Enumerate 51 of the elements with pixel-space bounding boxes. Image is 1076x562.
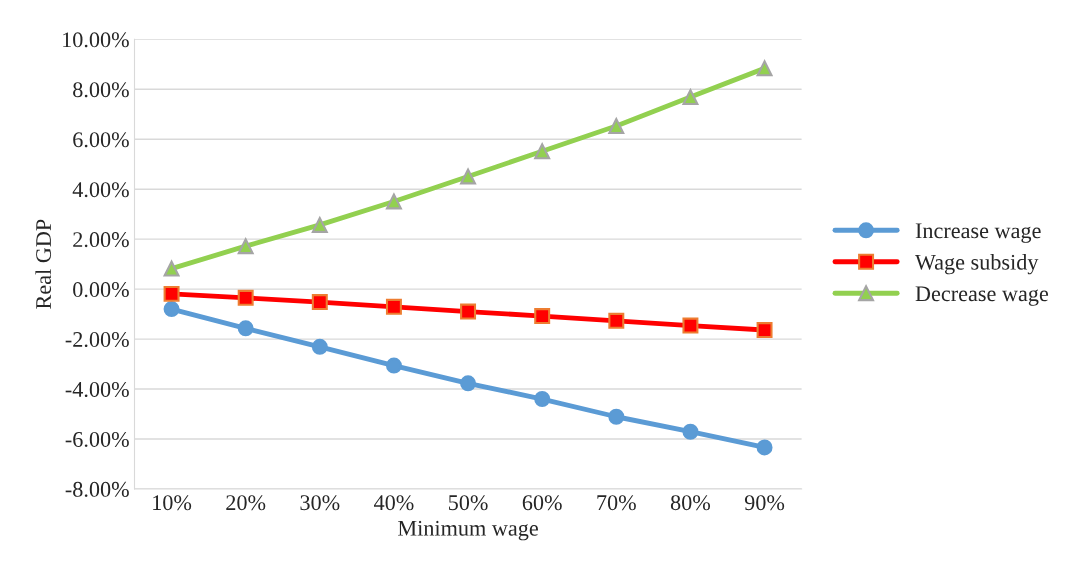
y-tick-label: 2.00% [73, 232, 129, 248]
point [163, 285, 180, 302]
point [311, 216, 328, 233]
y-tick-label: 4.00% [72, 182, 129, 198]
x-tick-label: 60% [522, 495, 562, 511]
point [237, 289, 254, 306]
y-tick-label: -2.00% [65, 332, 129, 348]
point [163, 301, 180, 318]
point [608, 312, 625, 329]
point [385, 298, 402, 315]
point [682, 317, 699, 334]
x-axis-title: Minimum wage [398, 520, 538, 541]
x-tick-label: 30% [300, 495, 340, 511]
y-tick-label: 8.00% [73, 82, 129, 98]
y-tick-label: -4.00% [65, 381, 129, 398]
point [756, 322, 773, 339]
point [163, 260, 180, 277]
x-tick-label: 70% [597, 495, 636, 511]
y-tick-label: 10.00% [63, 32, 129, 48]
point [534, 143, 551, 160]
y-tick-label: 6.00% [73, 132, 129, 148]
point [534, 308, 551, 325]
point [385, 357, 402, 374]
point [682, 423, 699, 440]
point [756, 60, 773, 77]
x-tick-label: 10% [153, 495, 192, 511]
point [756, 439, 773, 456]
point [385, 193, 402, 210]
y-tick-label: 0.00% [73, 282, 129, 298]
legend-label: Decrease wage [915, 286, 1049, 306]
point [534, 391, 551, 407]
point [237, 320, 254, 337]
point [311, 294, 328, 311]
y-axis-title: Real GDP [35, 219, 52, 309]
point [608, 118, 625, 134]
point [460, 375, 477, 392]
x-tick-label: 80% [670, 495, 711, 511]
x-tick-label: 90% [744, 495, 785, 511]
x-tick-label: 40% [374, 495, 414, 511]
legend-label: Wage subsidy [914, 254, 1039, 275]
point [460, 303, 477, 320]
y-tick-label: -8.00% [65, 481, 129, 497]
point [460, 168, 477, 185]
point [608, 408, 625, 425]
point [682, 89, 699, 106]
point [237, 238, 254, 255]
x-tick-label: 50% [448, 495, 488, 511]
x-tick-label: 20% [226, 495, 266, 511]
y-tick-label: -6.00% [65, 431, 129, 448]
legend-label: Increase wage [915, 223, 1041, 243]
point [311, 338, 328, 355]
